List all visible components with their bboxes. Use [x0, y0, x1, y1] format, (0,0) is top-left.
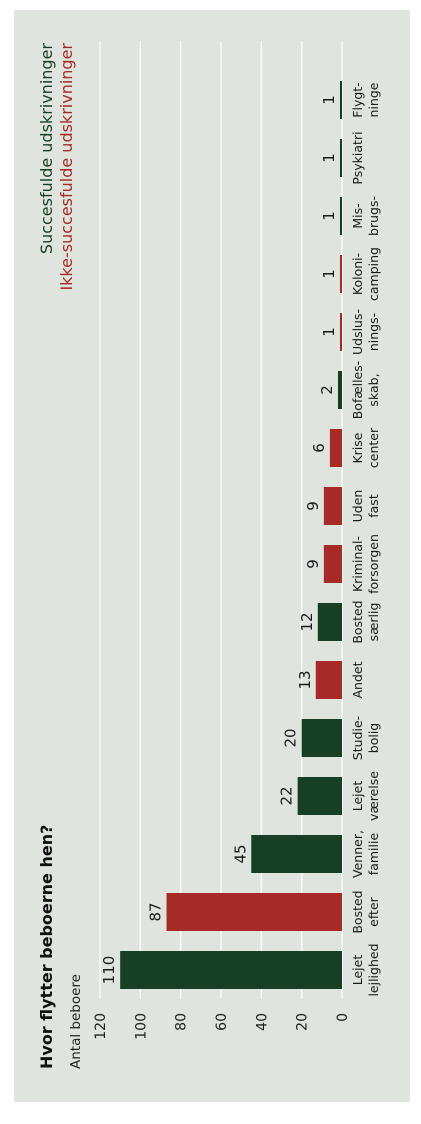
legend-unsuccessful: Ikke-succesfulde udskrivninger [57, 43, 76, 291]
bar [339, 81, 343, 119]
bar [337, 371, 343, 409]
category-label: Uden [350, 490, 365, 523]
category-label: fast [366, 494, 381, 518]
bar [323, 545, 343, 583]
legend-successful: Succesfulde udskrivninger [37, 43, 56, 254]
data-label: 12 [298, 612, 316, 631]
y-axis-ticks: 0 20 40 60 80 100 120 [93, 1013, 351, 1040]
y-tick-label: 20 [295, 1013, 311, 1031]
data-label: 45 [231, 844, 249, 863]
category-label: Venner, [350, 830, 365, 878]
data-label: 1 [320, 95, 338, 105]
y-tick-label: 100 [133, 1013, 149, 1040]
bar [315, 661, 342, 699]
category-label: center [366, 427, 381, 468]
category-label: camping [366, 247, 381, 301]
category-label: Andet [350, 661, 365, 698]
category-label: Lejet [350, 781, 365, 812]
y-tick-label: 0 [335, 1013, 351, 1022]
y-tick-label: 120 [93, 1013, 109, 1040]
category-label: skab, [366, 373, 381, 406]
bar [166, 893, 342, 931]
category-label: lejlighed [366, 943, 381, 996]
category-label: Psykiatri [350, 131, 365, 184]
y-tick-label: 80 [174, 1013, 190, 1031]
data-label: 1 [320, 153, 338, 163]
data-label: 6 [310, 443, 328, 453]
bar-chart: 110 87 45 22 20 13 12 9 9 6 2 1 1 1 1 1 0 20 40 60 80 100 120… [22, 31, 402, 1091]
bar [317, 603, 342, 641]
bar [120, 951, 342, 989]
category-label: forsorgen [366, 534, 381, 594]
bar [297, 777, 342, 815]
data-label: 9 [304, 501, 322, 511]
bars: 110 87 45 22 20 13 12 9 9 6 2 1 1 1 1 1 [100, 81, 343, 989]
category-label: Bosted [350, 890, 365, 933]
bar [339, 197, 343, 235]
bar [339, 313, 343, 351]
category-label: Bofælles- [350, 361, 365, 420]
y-tick-label: 60 [214, 1013, 230, 1031]
category-label: Lejet [350, 955, 365, 986]
data-label: 110 [100, 956, 118, 985]
bar [339, 255, 343, 293]
data-label: 1 [320, 327, 338, 337]
data-label: 9 [304, 559, 322, 569]
bar [329, 429, 342, 467]
category-label: Mis- [350, 203, 365, 228]
category-label: Udslus- [350, 309, 365, 355]
category-label: særlig [366, 603, 381, 642]
data-label: 22 [278, 786, 296, 805]
category-label: familie [366, 833, 381, 876]
y-axis-label: Antal beboere [68, 974, 84, 1069]
category-label: Kriminal- [350, 536, 365, 592]
category-label: nings- [366, 313, 381, 351]
y-tick-label: 40 [254, 1013, 270, 1031]
rotated-chart: 110 87 45 22 20 13 12 9 9 6 2 1 1 1 1 1 0 20 40 60 80 100 120… [22, 31, 402, 1091]
category-label: Bosted [350, 600, 365, 643]
data-label: 1 [320, 269, 338, 279]
category-label: ninge [366, 82, 381, 117]
category-label: Studie- [350, 716, 365, 760]
category-label: efter [366, 896, 381, 926]
category-label: værelse [366, 771, 381, 821]
data-label: 20 [282, 728, 300, 747]
data-label: 1 [320, 211, 338, 221]
data-label: 13 [296, 670, 314, 689]
category-label: bolig [366, 723, 381, 753]
data-label: 87 [147, 902, 165, 921]
bar [301, 719, 342, 757]
category-label: Koloni- [350, 253, 365, 295]
bar [323, 487, 343, 525]
category-label: brugs- [366, 196, 381, 236]
bar [251, 835, 342, 873]
chart-background [22, 31, 402, 1091]
bar [339, 139, 343, 177]
chart-panel: 110 87 45 22 20 13 12 9 9 6 2 1 1 1 1 1 0 20 40 60 80 100 120… [14, 10, 410, 1102]
data-label: 2 [318, 385, 336, 395]
chart-title: Hvor flytter beboerne hen? [37, 825, 56, 1069]
category-label: Krise [350, 432, 365, 463]
category-label: Flygt- [350, 82, 365, 117]
